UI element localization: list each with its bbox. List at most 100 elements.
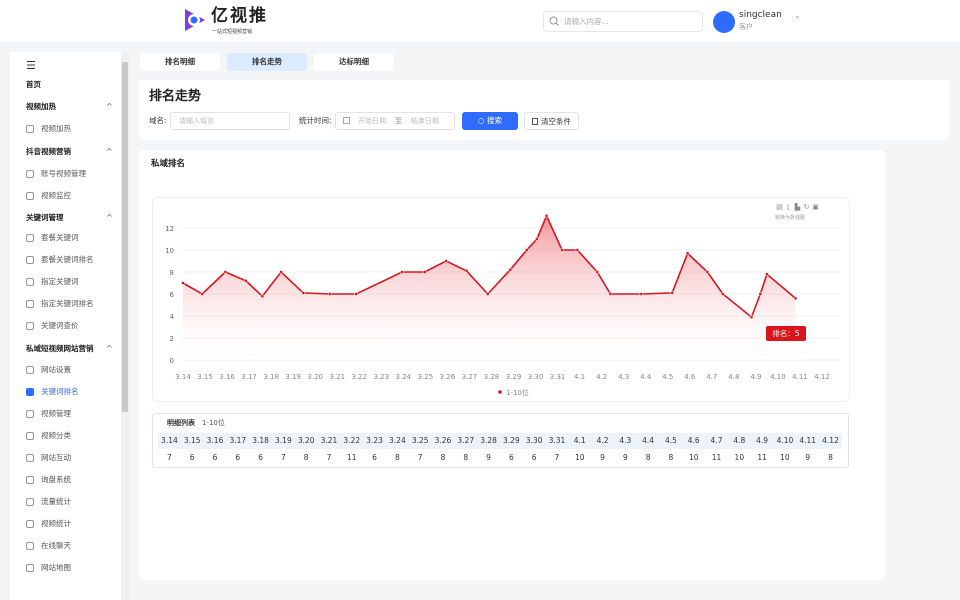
start-date: 开始日期 <box>358 117 386 125</box>
sidebar-item[interactable]: 关键词管理 <box>26 213 64 222</box>
clear-button[interactable]: 清空条件 <box>524 112 579 130</box>
table-date-cell: 4.5 <box>664 436 677 445</box>
sidebar-item[interactable]: 指定关键词排名 <box>41 299 94 308</box>
sidebar-item[interactable]: 抖音视频营销 <box>26 147 71 156</box>
menu-item-icon <box>26 564 34 572</box>
tab[interactable]: 排名走势 <box>227 53 307 71</box>
chevron-up-icon[interactable]: ^ <box>106 102 113 111</box>
table-value-cell: 6 <box>258 453 263 462</box>
y-tick-label: 6 <box>170 291 175 299</box>
end-date: 结束日期 <box>411 117 439 125</box>
table-date-cell: 3.26 <box>434 436 452 445</box>
sidebar-item[interactable]: 指定关键词 <box>41 277 79 286</box>
x-tick-label: 3.27 <box>462 373 478 381</box>
bar-chart-icon[interactable]: ▙ <box>794 203 801 211</box>
data-point <box>595 270 600 274</box>
menu-toggle-icon[interactable]: ☰ <box>26 59 36 72</box>
y-tick-label: 4 <box>170 313 175 321</box>
data-point <box>223 270 228 274</box>
table-value-cell: 9 <box>600 453 605 462</box>
x-tick-label: 3.26 <box>440 373 456 381</box>
chevron-up-icon[interactable]: ^ <box>106 213 113 222</box>
tab[interactable]: 达标明细 <box>314 53 394 71</box>
save-image-icon[interactable]: ▣ <box>812 203 819 211</box>
x-tick-label: 3.18 <box>263 373 279 381</box>
sidebar-item[interactable]: 视频加热 <box>41 124 71 133</box>
table-date-cell: 3.27 <box>457 436 475 445</box>
filter-card <box>139 80 949 140</box>
sidebar-item[interactable]: 首页 <box>26 80 41 89</box>
table-date-cell: 3.19 <box>275 436 292 445</box>
sidebar-item[interactable]: 视频监控 <box>41 191 71 200</box>
menu-item-icon <box>26 278 34 286</box>
x-tick-label: 4.11 <box>792 373 808 381</box>
table-date-cell: 3.30 <box>525 436 543 445</box>
domain-input[interactable]: 请输入域名 <box>170 112 290 130</box>
table-row: 7 6 6 6 6 7 8 7 11 6 8 7 8 8 9 6 6 7 10 9 9 8 8 10 11 10 11 10 9 8 <box>158 450 842 466</box>
sidebar-item[interactable]: 关键词排名 <box>41 387 79 396</box>
y-tick-label: 2 <box>170 335 174 343</box>
table-date-cell: 4.8 <box>733 436 746 445</box>
chevron-up-icon[interactable]: ^ <box>106 147 113 156</box>
data-point <box>608 292 613 296</box>
tab[interactable]: 排名明细 <box>140 53 220 71</box>
x-tick-label: 4.7 <box>706 373 717 381</box>
menu-item-icon <box>26 410 34 418</box>
user-name[interactable]: singclean <box>739 10 782 20</box>
global-search-input[interactable]: 请输入内容... <box>543 11 703 32</box>
table-value-cell: 8 <box>440 453 446 462</box>
table-date-cell: 3.23 <box>366 436 383 445</box>
chevron-up-icon[interactable]: ^ <box>106 344 113 353</box>
sidebar-item[interactable]: 视频分类 <box>41 431 71 440</box>
data-point <box>200 292 205 296</box>
table-value-cell: 10 <box>574 453 585 462</box>
scrollbar-thumb[interactable] <box>122 62 128 412</box>
date-separator: 至 <box>395 117 402 125</box>
sidebar-item[interactable]: 视频统计 <box>41 519 71 528</box>
data-point <box>685 251 690 256</box>
x-tick-label: 4.12 <box>814 373 830 381</box>
x-tick-label: 3.24 <box>396 373 412 381</box>
top-header <box>0 0 960 42</box>
chevron-down-icon[interactable]: ⌄ <box>794 11 801 20</box>
x-tick-label: 3.19 <box>285 373 301 381</box>
logo-subtitle: 一站式短视频营销 <box>212 29 253 35</box>
avatar[interactable] <box>713 11 735 33</box>
menu-item-icon <box>26 170 34 178</box>
search-icon <box>549 16 559 26</box>
sidebar-item[interactable]: 账号视频管理 <box>41 169 86 178</box>
ranking-chart: 0 2 4 6 8 10 12 3.14 3.15 3.16 3.17 3.18 3.19 3.20 3.2… <box>165 213 840 397</box>
x-tick-label: 3.20 <box>307 373 323 381</box>
search-button-label: 搜索 <box>486 116 502 125</box>
x-tick-label: 4.4 <box>640 373 652 381</box>
x-tick-label: 4.6 <box>684 373 696 381</box>
sidebar-item[interactable]: 套餐关键词排名 <box>41 255 94 264</box>
sidebar-item[interactable]: 网站地图 <box>41 563 71 572</box>
search-button[interactable]: ○ 搜索 <box>462 112 518 130</box>
sidebar-item[interactable]: 流量统计 <box>41 497 71 506</box>
sidebar-item[interactable]: 关键词查价 <box>41 321 79 330</box>
table-value-cell: 10 <box>734 453 745 462</box>
y-tick-label: 8 <box>170 269 174 277</box>
sidebar-item[interactable]: 网站互动 <box>41 453 71 462</box>
restore-icon[interactable]: ↻ <box>803 203 810 211</box>
table-value-cell: 11 <box>347 453 357 462</box>
line-chart-icon[interactable]: ⌊ <box>787 203 790 211</box>
sidebar-item[interactable]: 在线聊天 <box>41 541 71 550</box>
table-value-cell: 7 <box>280 453 286 462</box>
sidebar-item[interactable]: 询盘系统 <box>41 475 71 484</box>
sidebar-item[interactable]: 视频管理 <box>41 409 71 418</box>
sidebar <box>10 52 121 600</box>
table-value-cell: 7 <box>326 453 332 462</box>
x-tick-label: 4.5 <box>662 373 673 381</box>
data-view-icon[interactable]: ▤ <box>776 203 783 211</box>
date-range-input[interactable]: 开始日期 至 结束日期 <box>335 112 455 130</box>
sidebar-item[interactable]: 套餐关键词 <box>41 233 79 242</box>
data-point <box>260 294 265 299</box>
data-point <box>720 292 725 296</box>
sidebar-item[interactable]: 私域短视频网站营销 <box>26 344 94 353</box>
table-value-cell: 6 <box>372 453 377 462</box>
sidebar-item[interactable]: 视频加热 <box>26 102 56 111</box>
chart-toolbar[interactable]: ▤ ⌊ ▙ ↻ ▣ <box>775 203 820 212</box>
sidebar-item[interactable]: 网站设置 <box>41 365 71 374</box>
